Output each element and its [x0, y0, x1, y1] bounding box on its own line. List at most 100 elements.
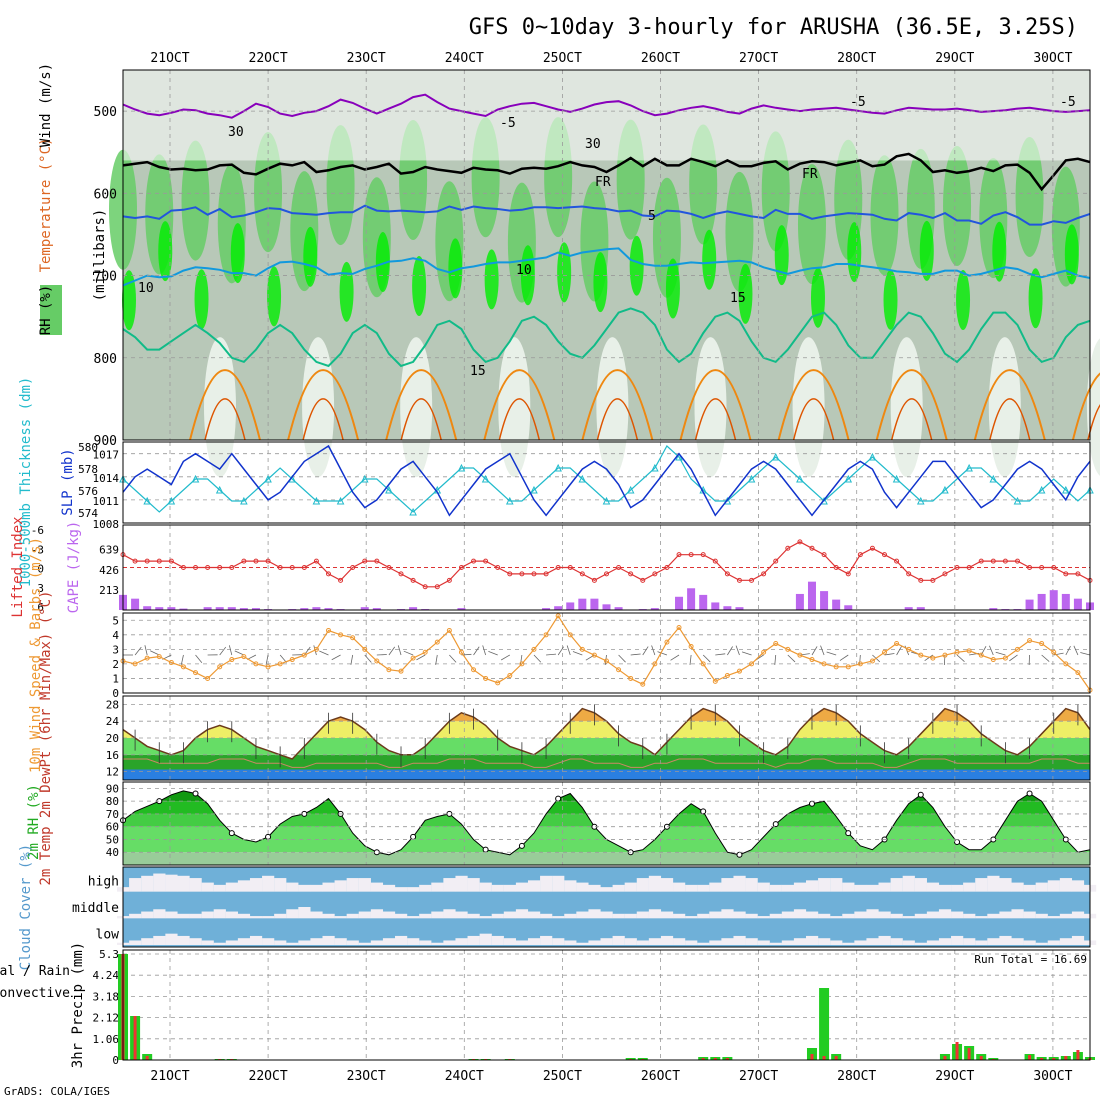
cloud-bar — [769, 942, 782, 945]
rh-marker — [555, 795, 562, 802]
wind-speed-marker — [495, 680, 501, 686]
lifted-index-axis-label: Lifted Index — [10, 516, 26, 617]
wind-speed-marker — [785, 646, 791, 652]
cloud-bar — [467, 913, 480, 919]
wind-barb — [319, 650, 329, 656]
wind-barb — [150, 650, 160, 656]
wind-speed-marker — [374, 658, 380, 664]
contour-label: 15 — [470, 364, 486, 379]
wind-tick-label: 5 — [112, 614, 119, 627]
rh-marker — [192, 790, 199, 797]
precip-convective-bar — [713, 1058, 717, 1060]
cloud-bar — [177, 913, 190, 919]
thickness-marker — [868, 452, 877, 461]
cloud-bar — [201, 882, 214, 892]
chart-title: GFS 0~10day 3-hourly for ARUSHA (36.5E, … — [469, 15, 1078, 40]
cloud-bar — [298, 884, 311, 892]
cloud-bar — [395, 913, 408, 919]
lifted-index-marker — [906, 571, 912, 577]
precip-convective-bar — [133, 1016, 137, 1060]
cloud-bar — [781, 940, 795, 945]
wind-speed-marker — [132, 661, 138, 667]
cape-bar — [312, 607, 321, 610]
lifted-index-marker — [193, 565, 199, 570]
wind-speed-marker — [253, 661, 259, 667]
wind-barb — [435, 654, 438, 665]
cloud-bar — [890, 913, 903, 919]
rh-contour-fill — [484, 249, 499, 310]
wind-speed-marker — [652, 661, 658, 667]
wind-speed-marker — [906, 646, 912, 652]
thickness-marker — [191, 474, 200, 483]
cloud-bar — [274, 940, 287, 945]
wind-barb — [956, 654, 965, 662]
top-x-label: 28OCT — [837, 51, 876, 66]
wind-barb — [735, 645, 740, 656]
lifted-index-marker — [954, 565, 960, 570]
thickness-marker — [602, 496, 611, 505]
rh-legend-label: RH (%) — [38, 285, 54, 336]
cape-bar — [1049, 590, 1058, 610]
cape-axis-label: CAPE (J/kg) — [66, 521, 82, 614]
cape-bar — [1037, 593, 1046, 610]
lifted-index-marker — [652, 571, 658, 577]
wind-speed-marker — [168, 659, 174, 665]
cloud-bar — [334, 880, 347, 892]
lifted-index-marker — [1027, 565, 1033, 570]
lifted-index-marker — [156, 558, 162, 564]
rh-marker — [228, 830, 235, 837]
cloud-bar — [938, 938, 952, 945]
isotherm-20 — [875, 369, 948, 441]
cloud-bar — [697, 942, 710, 945]
wind-barb — [195, 654, 203, 663]
cape-bar — [372, 608, 381, 610]
precip-tick-label: 5.3 — [99, 948, 119, 961]
cloud-bar — [213, 884, 226, 892]
wind-speed-marker — [543, 632, 549, 638]
precip-tick-label: 2.12 — [93, 1012, 120, 1025]
isotherm-20 — [581, 369, 654, 441]
lifted-index-marker — [616, 565, 622, 570]
cape-bar — [131, 598, 140, 610]
cloud-bar — [866, 884, 879, 892]
wind-barb — [473, 646, 480, 656]
cloud-bar — [757, 882, 770, 892]
temp-tick-label: 24 — [106, 715, 120, 728]
cloud-bar — [286, 942, 299, 945]
contour-label: 30 — [585, 137, 601, 152]
cloud-bar — [177, 875, 190, 892]
cloud-bar — [1071, 935, 1085, 945]
bottom-x-label: 22OCT — [249, 1069, 288, 1084]
cloud-bar — [745, 913, 758, 919]
cloud-bar — [491, 884, 504, 892]
lifted-index-marker — [833, 565, 839, 570]
cloud-bar — [165, 933, 178, 945]
cloud-bar — [443, 878, 456, 892]
contour-label: FR — [595, 175, 611, 190]
cape-bar — [324, 608, 333, 610]
wind-barb — [397, 645, 402, 656]
lifted-index-marker — [724, 571, 730, 577]
cloud-bar — [818, 913, 831, 919]
wind-speed-marker — [664, 639, 670, 645]
isotherm-20 — [483, 369, 556, 441]
wind-barb — [618, 654, 626, 663]
wind-barb — [1041, 654, 1050, 662]
wind-barb — [488, 650, 498, 656]
cape-bar — [203, 607, 212, 610]
cape-frame — [122, 524, 1091, 611]
isotherm-25 — [890, 398, 933, 441]
cloud-bar — [503, 938, 516, 945]
rh-contour-fill — [1064, 224, 1079, 285]
wind-frame — [122, 612, 1091, 694]
wind-speed-marker — [205, 675, 211, 681]
cloud-bar — [346, 940, 359, 945]
cloud-bar — [830, 916, 843, 919]
cloud-bar — [564, 913, 577, 919]
li-tick-label: 6 — [37, 601, 44, 614]
cape-bar — [155, 607, 164, 610]
precip-convective-bar — [701, 1058, 705, 1060]
cape-bar — [723, 606, 732, 610]
wind-speed-marker — [676, 625, 682, 631]
cloud-bar — [878, 911, 891, 919]
